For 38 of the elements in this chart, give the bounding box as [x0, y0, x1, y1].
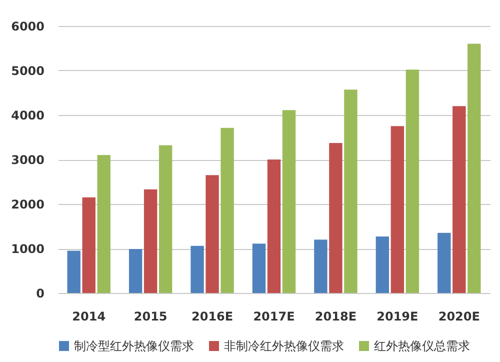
bar — [220, 128, 234, 293]
x-tick-label: 2017E — [253, 310, 295, 324]
bar — [438, 232, 451, 293]
bar — [252, 244, 266, 293]
bar — [190, 246, 204, 293]
y-tick-label: 4000 — [11, 108, 44, 122]
bar — [82, 197, 96, 293]
y-tick-label: 2000 — [11, 198, 44, 212]
bar — [344, 90, 358, 293]
bar — [452, 106, 466, 293]
bar — [144, 189, 158, 293]
x-tick-label: 2014 — [72, 310, 106, 324]
x-tick-label: 2019E — [376, 310, 418, 324]
bar — [206, 175, 219, 293]
x-tick-label: 2018E — [314, 310, 357, 324]
bar — [282, 110, 296, 293]
y-tick-label: 1000 — [11, 242, 44, 256]
bar — [128, 248, 142, 293]
bar — [158, 145, 172, 293]
legend-label: 红外热像仪总需求 — [374, 339, 470, 353]
legend-label: 制冷型红外热像仪需求 — [74, 339, 194, 353]
x-tick-label: 2016E — [191, 310, 234, 324]
bar — [376, 236, 390, 293]
y-tick-label: 3000 — [11, 153, 44, 167]
y-tick-label: 6000 — [11, 20, 44, 34]
y-tick-label: 5000 — [11, 64, 44, 78]
bar — [329, 143, 342, 293]
bar — [67, 250, 80, 293]
bar — [97, 155, 110, 293]
bar — [468, 44, 481, 293]
bar — [406, 70, 420, 293]
x-tick-label: 2015 — [134, 310, 168, 324]
legend-label: 非制冷红外热像仪需求 — [224, 339, 344, 353]
y-tick-label: 0 — [36, 286, 44, 300]
x-tick-label: 2020E — [438, 310, 480, 324]
bar — [314, 240, 328, 293]
bar — [267, 160, 281, 293]
bar — [390, 126, 404, 293]
